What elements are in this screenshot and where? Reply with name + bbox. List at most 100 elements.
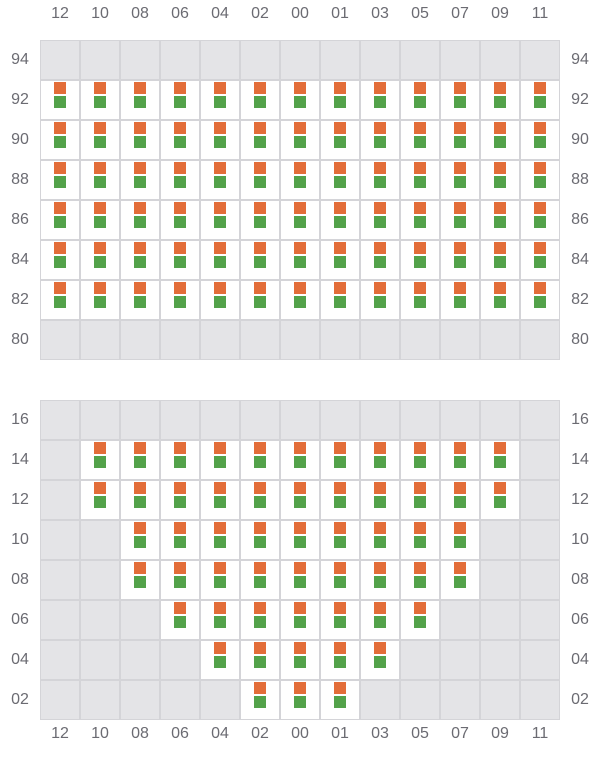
seat-cell[interactable] — [480, 440, 520, 480]
seat-cell[interactable] — [200, 120, 240, 160]
seat-cell[interactable] — [40, 160, 80, 200]
seat-cell[interactable] — [320, 560, 360, 600]
seat-cell[interactable] — [240, 200, 280, 240]
seat-cell[interactable] — [120, 520, 160, 560]
seat-cell[interactable] — [120, 440, 160, 480]
seat-cell[interactable] — [400, 600, 440, 640]
seat-cell[interactable] — [240, 80, 280, 120]
seat-cell[interactable] — [400, 160, 440, 200]
seat-cell[interactable] — [160, 80, 200, 120]
seat-cell[interactable] — [320, 480, 360, 520]
seat-cell[interactable] — [440, 560, 480, 600]
seat-cell[interactable] — [240, 280, 280, 320]
seat-cell[interactable] — [40, 120, 80, 160]
seat-cell[interactable] — [320, 240, 360, 280]
seat-cell[interactable] — [280, 480, 320, 520]
seat-cell[interactable] — [440, 440, 480, 480]
seat-cell[interactable] — [360, 560, 400, 600]
seat-cell[interactable] — [160, 600, 200, 640]
seat-cell[interactable] — [120, 200, 160, 240]
seat-cell[interactable] — [280, 160, 320, 200]
seat-cell[interactable] — [80, 160, 120, 200]
seat-cell[interactable] — [200, 600, 240, 640]
seat-cell[interactable] — [320, 520, 360, 560]
seat-cell[interactable] — [440, 480, 480, 520]
seat-cell[interactable] — [360, 600, 400, 640]
seat-cell[interactable] — [200, 440, 240, 480]
seat-cell[interactable] — [360, 80, 400, 120]
seat-cell[interactable] — [120, 80, 160, 120]
seat-cell[interactable] — [80, 200, 120, 240]
seat-cell[interactable] — [280, 240, 320, 280]
seat-cell[interactable] — [200, 80, 240, 120]
seat-cell[interactable] — [200, 560, 240, 600]
seat-cell[interactable] — [160, 200, 200, 240]
seat-cell[interactable] — [440, 280, 480, 320]
seat-cell[interactable] — [360, 480, 400, 520]
seat-cell[interactable] — [160, 160, 200, 200]
seat-cell[interactable] — [400, 120, 440, 160]
seat-cell[interactable] — [160, 560, 200, 600]
seat-cell[interactable] — [520, 240, 560, 280]
seat-cell[interactable] — [480, 200, 520, 240]
seat-cell[interactable] — [480, 160, 520, 200]
seat-cell[interactable] — [120, 240, 160, 280]
seat-cell[interactable] — [280, 200, 320, 240]
seat-cell[interactable] — [320, 680, 360, 720]
seat-cell[interactable] — [440, 520, 480, 560]
seat-cell[interactable] — [320, 80, 360, 120]
seat-cell[interactable] — [40, 280, 80, 320]
seat-cell[interactable] — [280, 600, 320, 640]
seat-cell[interactable] — [480, 120, 520, 160]
seat-cell[interactable] — [520, 120, 560, 160]
seat-cell[interactable] — [440, 80, 480, 120]
seat-cell[interactable] — [280, 640, 320, 680]
seat-cell[interactable] — [480, 80, 520, 120]
seat-cell[interactable] — [200, 160, 240, 200]
seat-cell[interactable] — [200, 280, 240, 320]
seat-cell[interactable] — [200, 640, 240, 680]
seat-cell[interactable] — [80, 120, 120, 160]
seat-cell[interactable] — [400, 440, 440, 480]
seat-cell[interactable] — [400, 480, 440, 520]
seat-cell[interactable] — [280, 120, 320, 160]
seat-cell[interactable] — [360, 440, 400, 480]
seat-cell[interactable] — [280, 80, 320, 120]
seat-cell[interactable] — [240, 600, 280, 640]
seat-cell[interactable] — [360, 200, 400, 240]
seat-cell[interactable] — [440, 240, 480, 280]
seat-cell[interactable] — [200, 520, 240, 560]
seat-cell[interactable] — [400, 520, 440, 560]
seat-cell[interactable] — [160, 520, 200, 560]
seat-cell[interactable] — [360, 120, 400, 160]
seat-cell[interactable] — [280, 280, 320, 320]
seat-cell[interactable] — [320, 440, 360, 480]
seat-cell[interactable] — [320, 160, 360, 200]
seat-cell[interactable] — [160, 280, 200, 320]
seat-cell[interactable] — [240, 560, 280, 600]
seat-cell[interactable] — [400, 80, 440, 120]
seat-cell[interactable] — [480, 280, 520, 320]
seat-cell[interactable] — [360, 640, 400, 680]
seat-cell[interactable] — [360, 520, 400, 560]
seat-cell[interactable] — [520, 200, 560, 240]
seat-cell[interactable] — [400, 240, 440, 280]
seat-cell[interactable] — [200, 480, 240, 520]
seat-cell[interactable] — [80, 480, 120, 520]
seat-cell[interactable] — [120, 160, 160, 200]
seat-cell[interactable] — [160, 120, 200, 160]
seat-cell[interactable] — [80, 240, 120, 280]
seat-cell[interactable] — [480, 480, 520, 520]
seat-cell[interactable] — [440, 160, 480, 200]
seat-cell[interactable] — [240, 680, 280, 720]
seat-cell[interactable] — [280, 560, 320, 600]
seat-cell[interactable] — [120, 560, 160, 600]
seat-cell[interactable] — [360, 240, 400, 280]
seat-cell[interactable] — [400, 280, 440, 320]
seat-cell[interactable] — [240, 160, 280, 200]
seat-cell[interactable] — [320, 200, 360, 240]
seat-cell[interactable] — [240, 640, 280, 680]
seat-cell[interactable] — [120, 280, 160, 320]
seat-cell[interactable] — [240, 520, 280, 560]
seat-cell[interactable] — [360, 160, 400, 200]
